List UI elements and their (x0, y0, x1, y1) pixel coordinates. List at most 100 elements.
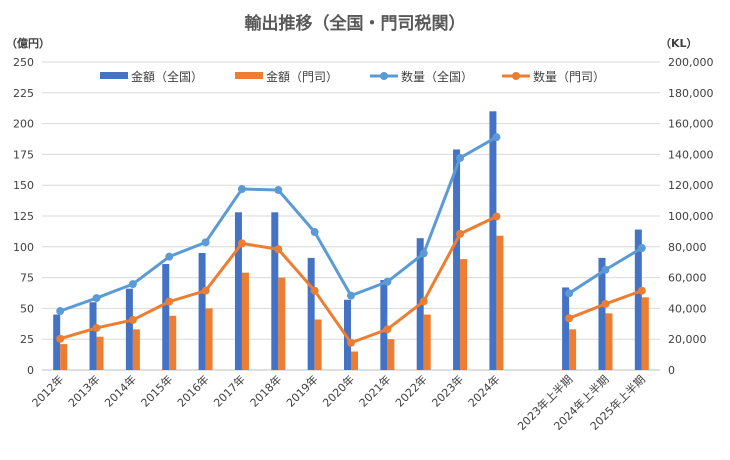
point-volume-moji (92, 323, 101, 332)
point-volume-national (492, 133, 501, 142)
bar-amount-national (162, 264, 170, 370)
point-volume-national (201, 238, 210, 247)
bar-amount-national (271, 212, 279, 370)
left-tick-label: 0 (27, 364, 34, 377)
point-volume-national (347, 291, 355, 300)
right-tick-label: 160,000 (668, 118, 714, 131)
point-volume-national (56, 307, 65, 316)
x-tick-label: 2017年 (211, 372, 248, 409)
legend-label: 数量（門司） (533, 69, 605, 84)
point-volume-national (165, 252, 174, 261)
bar-amount-moji (496, 235, 504, 370)
bar-amount-moji (351, 351, 358, 370)
x-tick-label: 2016年 (174, 372, 211, 409)
bar-amount-moji (569, 329, 577, 370)
bar-amount-national (489, 111, 497, 370)
left-tick-label: 100 (13, 241, 34, 254)
point-volume-moji (456, 229, 465, 238)
legend-label: 金額（門司） (266, 69, 338, 84)
left-tick-label: 250 (13, 56, 34, 69)
point-volume-moji (237, 239, 246, 248)
bar-amount-national (380, 280, 388, 370)
bar-amount-national (198, 252, 206, 370)
right-tick-label: 20,000 (668, 333, 707, 346)
bar-amount-national (125, 288, 133, 370)
right-tick-label: 60,000 (668, 272, 707, 285)
x-tick-label: 2014年 (102, 372, 139, 409)
point-volume-moji (347, 338, 355, 347)
bar-amount-moji (314, 319, 322, 370)
bar-amount-moji (96, 336, 104, 370)
legend-swatch (100, 72, 128, 79)
bar-amount-moji (387, 339, 395, 370)
point-volume-national (237, 185, 246, 194)
left-tick-label: 175 (13, 148, 34, 161)
bar-amount-moji (241, 272, 249, 370)
legend-marker (512, 72, 520, 80)
legend-label: 数量（全国） (401, 69, 473, 84)
point-volume-moji (165, 297, 174, 306)
point-volume-moji (492, 212, 501, 221)
right-tick-label: 140,000 (668, 148, 714, 161)
bar-amount-national (634, 229, 642, 370)
x-tick-label: 2022年 (392, 372, 429, 409)
right-tick-label: 0 (668, 364, 675, 377)
bar-amount-moji (605, 313, 613, 370)
right-tick-label: 40,000 (668, 302, 707, 315)
point-volume-national (92, 294, 101, 303)
x-tick-label: 2012年 (29, 372, 66, 409)
left-tick-label: 125 (13, 210, 34, 223)
x-tick-label: 2021年 (356, 372, 393, 409)
left-tick-label: 50 (20, 302, 34, 315)
x-tick-label: 2018年 (247, 372, 284, 409)
left-tick-label: 25 (20, 333, 34, 346)
x-tick-label: 2013年 (65, 372, 102, 409)
right-tick-label: 180,000 (668, 87, 714, 100)
chart-title: 輸出推移（全国・門司税関） (245, 13, 466, 34)
bar-amount-moji (169, 315, 177, 370)
x-tick-label: 2024年 (465, 372, 502, 409)
x-tick-label: 2020年 (320, 372, 357, 409)
point-volume-moji (128, 315, 137, 324)
x-tick-label: 2019年 (283, 372, 320, 409)
bar-amount-moji (60, 344, 68, 370)
bar-amount-moji (423, 314, 431, 370)
point-volume-national (274, 185, 283, 194)
bar-amount-moji (641, 297, 649, 370)
point-volume-national (637, 244, 646, 253)
point-volume-national (310, 228, 319, 237)
right-axis-unit: （KL） (660, 37, 698, 50)
left-tick-label: 225 (13, 87, 34, 100)
bar-amount-moji (205, 308, 213, 370)
left-tick-label: 150 (13, 179, 34, 192)
bar-amount-national (53, 314, 61, 370)
point-volume-moji (201, 286, 210, 295)
right-tick-label: 120,000 (668, 179, 714, 192)
left-tick-label: 75 (20, 272, 34, 285)
bar-amount-national (89, 302, 97, 370)
bar-amount-national (234, 212, 242, 370)
point-volume-national (383, 277, 392, 286)
bar-amount-moji (132, 329, 140, 370)
legend-marker (380, 72, 388, 80)
bar-amount-national (307, 257, 315, 370)
left-tick-label: 200 (13, 118, 34, 131)
point-volume-national (419, 249, 428, 258)
right-tick-label: 200,000 (668, 56, 714, 69)
point-volume-moji (565, 314, 574, 323)
point-volume-moji (637, 286, 646, 295)
left-axis-unit: （億円） (6, 36, 50, 50)
point-volume-moji (419, 297, 428, 306)
point-volume-national (456, 153, 465, 162)
legend-label: 金額（全国） (131, 69, 203, 84)
bar-amount-moji (278, 277, 286, 370)
point-volume-moji (56, 334, 65, 343)
point-volume-national (565, 289, 574, 298)
x-tick-label: 2015年 (138, 372, 175, 409)
point-volume-national (601, 265, 610, 274)
right-tick-label: 100,000 (668, 210, 714, 223)
point-volume-moji (310, 286, 319, 295)
point-volume-moji (601, 299, 610, 308)
bar-amount-national (562, 287, 570, 370)
